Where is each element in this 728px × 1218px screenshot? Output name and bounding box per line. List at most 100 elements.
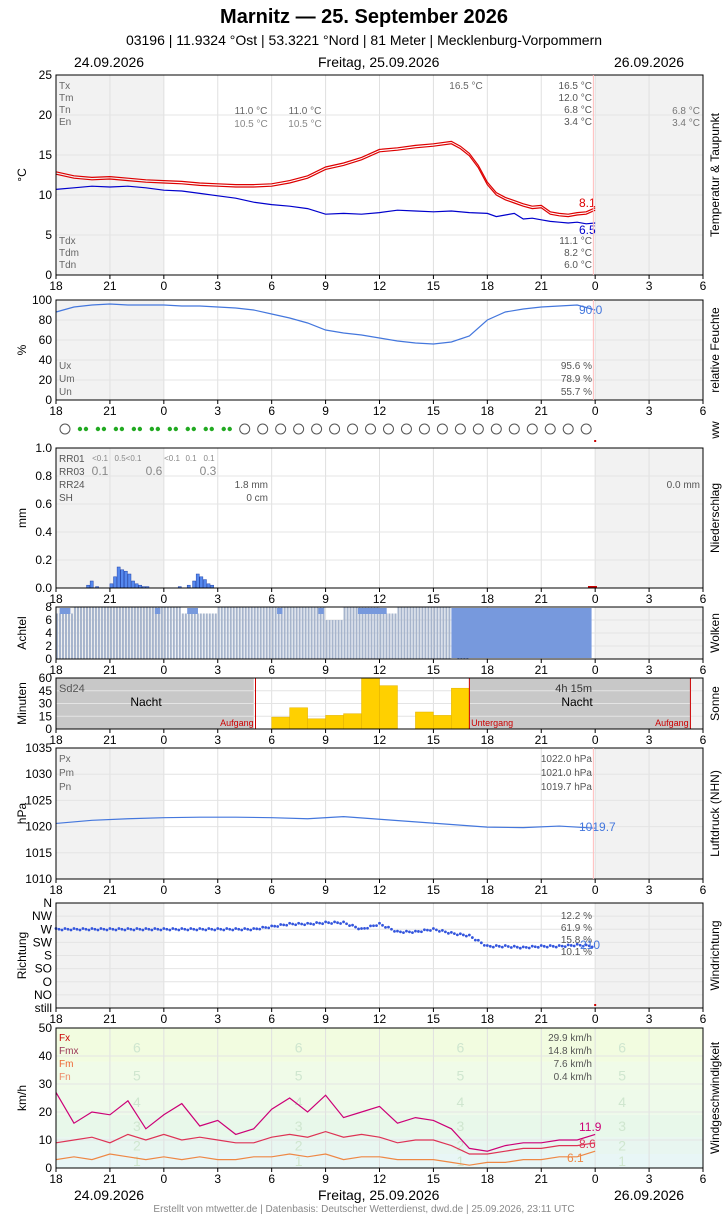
humidity-ytick: 60 <box>39 333 53 347</box>
sunshine-side-label: Sonne <box>708 686 722 721</box>
weather-symbol-drizzle-dot <box>119 426 125 432</box>
wind-speed-bft-label: 4 <box>295 1094 303 1110</box>
humidity-xtick: 0 <box>160 404 167 418</box>
wind-direction-point <box>476 938 480 942</box>
wind-speed-bft-label: 1 <box>618 1153 626 1169</box>
wind-direction-point <box>279 923 283 926</box>
sunshine-xtick: 15 <box>427 733 441 747</box>
temperature-dew-value: 8.2 °C <box>564 248 592 259</box>
wind-speed-ytick: 10 <box>39 1133 53 1147</box>
wind-speed-xtick: 12 <box>373 1172 387 1186</box>
wind-direction-point <box>57 927 61 931</box>
wind-direction-point <box>171 927 175 930</box>
sunshine-bar <box>379 685 398 730</box>
humidity-stat-value: 95.6 % <box>561 361 592 372</box>
pressure-xtick: 0 <box>160 883 167 897</box>
clouds-bar <box>124 607 127 659</box>
wind-speed-stat-label: Fmx <box>59 1046 78 1057</box>
precipitation-ytick: 1.0 <box>35 441 52 455</box>
wind-direction-point <box>590 945 594 949</box>
weather-symbol-clear-circle <box>400 423 412 435</box>
clouds-bar <box>238 607 241 659</box>
humidity-end-label: 90.0 <box>579 303 603 317</box>
clouds-cover-band <box>357 608 387 614</box>
wind-direction-ytick: S <box>44 949 52 963</box>
humidity-side-label: relative Feuchte <box>708 307 722 393</box>
temperature-xtick: 21 <box>535 279 549 293</box>
temperature-xtick: 12 <box>373 279 387 293</box>
date-right: 26.09.2026 <box>614 54 685 70</box>
wind-direction-point <box>515 945 519 949</box>
wind-speed-ytick: 20 <box>39 1105 53 1119</box>
clouds-bar <box>382 613 385 659</box>
clouds-bar <box>163 607 166 659</box>
wind-direction-point <box>312 922 316 926</box>
weather-symbol-clear-circle <box>59 423 71 435</box>
clouds-ylabel: Achtel <box>15 616 29 649</box>
temperature-stat-mid: 16.5 °C <box>449 81 482 92</box>
wind-direction-point <box>426 928 429 932</box>
clouds-bar <box>202 613 205 659</box>
wind-direction-point <box>435 928 438 932</box>
clouds-bar <box>82 607 85 659</box>
temperature-xtick: 21 <box>103 279 117 293</box>
wind-speed-xtick: 9 <box>322 1172 329 1186</box>
humidity-series-line <box>55 303 596 345</box>
wind-direction-point <box>354 925 357 929</box>
wind-direction-point <box>138 927 142 931</box>
humidity-stat-value: 78.9 % <box>561 374 592 385</box>
wind-direction-point <box>390 927 393 931</box>
clouds-bar <box>229 607 232 659</box>
clouds-bar <box>427 607 430 659</box>
wind-speed-xtick: 0 <box>160 1172 167 1186</box>
wind-speed-bft-label: 6 <box>133 1040 141 1056</box>
wind-direction-point <box>578 943 582 947</box>
precipitation-bar <box>120 569 125 589</box>
weather-symbol-clear-circle <box>347 423 359 435</box>
weather-symbol-clear-circle <box>454 423 466 435</box>
clouds-bar <box>115 607 118 659</box>
wind-speed-end-label: 8.6 <box>579 1137 596 1151</box>
wind-direction-point <box>300 922 304 926</box>
humidity-ytick: 80 <box>39 313 53 327</box>
clouds-bar <box>292 607 295 659</box>
humidity-xtick: 21 <box>535 404 549 418</box>
wind-direction-point <box>225 927 229 930</box>
clouds-bar <box>448 607 451 659</box>
clouds-bar <box>310 607 313 659</box>
wind-direction-xtick: 15 <box>427 1012 441 1026</box>
wind-direction-point <box>539 944 543 947</box>
wind-speed-stat-value: 0.4 km/h <box>554 1072 592 1083</box>
clouds-bar <box>214 613 217 659</box>
temperature-dew-value: 6.0 °C <box>564 260 592 271</box>
wind-direction-point <box>294 923 298 927</box>
humidity-stat-value: 55.7 % <box>561 387 592 398</box>
wind-direction-point <box>72 927 76 930</box>
wind-speed-bft-label: 2 <box>456 1138 464 1154</box>
wind-direction-point <box>438 929 441 933</box>
temperature-stat-mid: 11.0 °C <box>289 106 322 117</box>
pressure-stat-value: 1022.0 hPa <box>541 754 593 765</box>
wind-direction-ytick: still <box>35 1001 52 1015</box>
clouds-bar <box>217 607 220 659</box>
clouds-bar <box>400 607 403 659</box>
clouds-ytick: 6 <box>45 613 52 627</box>
wind-direction-point <box>473 938 477 942</box>
wind-direction-point <box>69 928 73 932</box>
humidity-xtick: 18 <box>49 404 63 418</box>
humidity-stat-label: Um <box>59 374 75 385</box>
pressure-xtick: 9 <box>322 883 329 897</box>
wind-speed-bft-label: 1 <box>295 1153 303 1169</box>
wind-direction-point <box>108 927 112 930</box>
weather-symbol-drizzle-dot <box>77 426 83 432</box>
weather-symbol-clear-circle <box>382 423 394 435</box>
wind-direction-point <box>587 944 591 948</box>
clouds-bar <box>76 607 79 659</box>
weather-symbol-clear-circle <box>257 423 269 435</box>
wind-direction-point <box>204 928 208 932</box>
clouds-xtick: 6 <box>700 663 707 677</box>
clouds-bar <box>139 607 142 659</box>
wind-direction-point <box>123 928 127 932</box>
clouds-bar <box>367 607 370 659</box>
wind-direction-point <box>548 944 552 947</box>
